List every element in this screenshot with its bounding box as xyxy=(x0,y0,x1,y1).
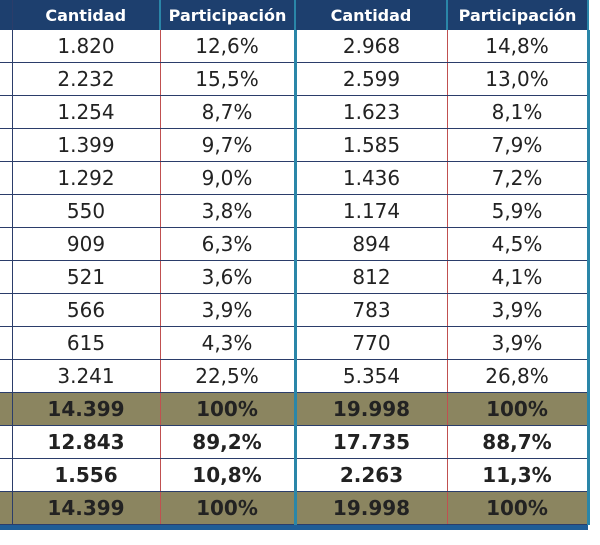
header-cell-label xyxy=(0,0,13,30)
cell-participacion-1: 10,8% xyxy=(160,458,297,492)
cell-cantidad-2: 19.998 xyxy=(295,392,448,426)
cell-cantidad-1: 14.399 xyxy=(12,491,161,525)
cell-participacion-1: 9,7% xyxy=(160,128,297,162)
cell-participacion-2: 26,8% xyxy=(447,359,590,393)
cell-cantidad-1: 1.292 xyxy=(12,161,161,195)
cell-cantidad-2: 17.735 xyxy=(295,425,448,459)
cell-participacion-2: 14,8% xyxy=(447,30,590,63)
cell-participacion-1: 100% xyxy=(160,491,297,525)
row-label-cell xyxy=(0,62,13,96)
table-row: 1.556 10,8% 2.263 11,3% xyxy=(0,458,590,492)
cell-participacion-2: 4,5% xyxy=(447,227,590,261)
cell-participacion-2: 100% xyxy=(447,491,590,525)
row-label-cell xyxy=(0,293,13,327)
cell-cantidad-1: 12.843 xyxy=(12,425,161,459)
cell-participacion-2: 13,0% xyxy=(447,62,590,96)
cell-cantidad-1: 1.399 xyxy=(12,128,161,162)
cell-participacion-2: 5,9% xyxy=(447,194,590,228)
header-cantidad-1: Cantidad xyxy=(12,0,161,30)
cell-cantidad-2: 812 xyxy=(295,260,448,294)
cell-cantidad-2: 1.436 xyxy=(295,161,448,195)
cell-cantidad-2: 19.998 xyxy=(295,491,448,525)
cell-participacion-1: 12,6% xyxy=(160,30,297,63)
cell-participacion-2: 7,9% xyxy=(447,128,590,162)
cell-cantidad-2: 783 xyxy=(295,293,448,327)
cell-cantidad-2: 1.174 xyxy=(295,194,448,228)
data-table-container: Cantidad Participación Cantidad Particip… xyxy=(0,0,590,530)
cell-cantidad-1: 1.254 xyxy=(12,95,161,129)
cell-cantidad-1: 566 xyxy=(12,293,161,327)
cell-participacion-1: 3,8% xyxy=(160,194,297,228)
table-row: 1.254 8,7% 1.623 8,1% xyxy=(0,95,590,129)
table-row: 12.843 89,2% 17.735 88,7% xyxy=(0,425,590,459)
table-row: 909 6,3% 894 4,5% xyxy=(0,227,590,261)
cell-participacion-2: 8,1% xyxy=(447,95,590,129)
row-label-cell xyxy=(0,161,13,195)
total-row: 14.399 100% 19.998 100% xyxy=(0,491,590,525)
table-row: 615 4,3% 770 3,9% xyxy=(0,326,590,360)
table-row: 3.241 22,5% 5.354 26,8% xyxy=(0,359,590,393)
cell-cantidad-1: 615 xyxy=(12,326,161,360)
row-label-cell xyxy=(0,128,13,162)
cell-cantidad-2: 2.968 xyxy=(295,30,448,63)
table-row: 550 3,8% 1.174 5,9% xyxy=(0,194,590,228)
row-label-cell xyxy=(0,194,13,228)
cell-cantidad-1: 2.232 xyxy=(12,62,161,96)
row-label-cell xyxy=(0,30,13,63)
cell-participacion-1: 4,3% xyxy=(160,326,297,360)
cell-cantidad-1: 1.820 xyxy=(12,30,161,63)
cell-participacion-1: 15,5% xyxy=(160,62,297,96)
cell-cantidad-1: 521 xyxy=(12,260,161,294)
header-row: Cantidad Participación Cantidad Particip… xyxy=(0,0,589,30)
cell-cantidad-1: 909 xyxy=(12,227,161,261)
row-label-cell xyxy=(0,425,13,459)
cell-participacion-1: 3,9% xyxy=(160,293,297,327)
cell-participacion-2: 88,7% xyxy=(447,425,590,459)
cell-participacion-2: 100% xyxy=(447,392,590,426)
row-label-cell xyxy=(0,491,13,525)
row-label-cell xyxy=(0,260,13,294)
data-table: Cantidad Participación Cantidad Particip… xyxy=(0,0,590,525)
cell-participacion-1: 6,3% xyxy=(160,227,297,261)
cell-participacion-1: 9,0% xyxy=(160,161,297,195)
cell-cantidad-2: 1.585 xyxy=(295,128,448,162)
cell-participacion-2: 7,2% xyxy=(447,161,590,195)
table-row: 566 3,9% 783 3,9% xyxy=(0,293,590,327)
row-label-cell xyxy=(0,359,13,393)
row-label-cell xyxy=(0,227,13,261)
cell-cantidad-1: 1.556 xyxy=(12,458,161,492)
row-label-cell xyxy=(0,326,13,360)
cell-participacion-1: 8,7% xyxy=(160,95,297,129)
cell-cantidad-2: 1.623 xyxy=(295,95,448,129)
cell-cantidad-1: 550 xyxy=(12,194,161,228)
cell-participacion-2: 4,1% xyxy=(447,260,590,294)
header-cantidad-2: Cantidad xyxy=(295,0,448,30)
cell-cantidad-2: 2.599 xyxy=(295,62,448,96)
row-label-cell xyxy=(0,458,13,492)
cell-cantidad-1: 3.241 xyxy=(12,359,161,393)
table-row: 1.292 9,0% 1.436 7,2% xyxy=(0,161,590,195)
cell-participacion-1: 3,6% xyxy=(160,260,297,294)
cell-participacion-2: 3,9% xyxy=(447,326,590,360)
table-row: 2.232 15,5% 2.599 13,0% xyxy=(0,62,590,96)
cell-participacion-1: 100% xyxy=(160,392,297,426)
cell-participacion-2: 3,9% xyxy=(447,293,590,327)
cell-participacion-1: 22,5% xyxy=(160,359,297,393)
header-participacion-2: Participación xyxy=(447,0,589,30)
cell-cantidad-2: 2.263 xyxy=(295,458,448,492)
total-row: 14.399 100% 19.998 100% xyxy=(0,392,590,426)
row-label-cell xyxy=(0,95,13,129)
cell-cantidad-1: 14.399 xyxy=(12,392,161,426)
cell-participacion-2: 11,3% xyxy=(447,458,590,492)
cell-participacion-1: 89,2% xyxy=(160,425,297,459)
cell-cantidad-2: 770 xyxy=(295,326,448,360)
header-participacion-1: Participación xyxy=(160,0,296,30)
table-row: 521 3,6% 812 4,1% xyxy=(0,260,590,294)
row-label-cell xyxy=(0,392,13,426)
table-row: 1.399 9,7% 1.585 7,9% xyxy=(0,128,590,162)
table-row: 1.820 12,6% 2.968 14,8% xyxy=(0,30,590,63)
cell-cantidad-2: 5.354 xyxy=(295,359,448,393)
cell-cantidad-2: 894 xyxy=(295,227,448,261)
